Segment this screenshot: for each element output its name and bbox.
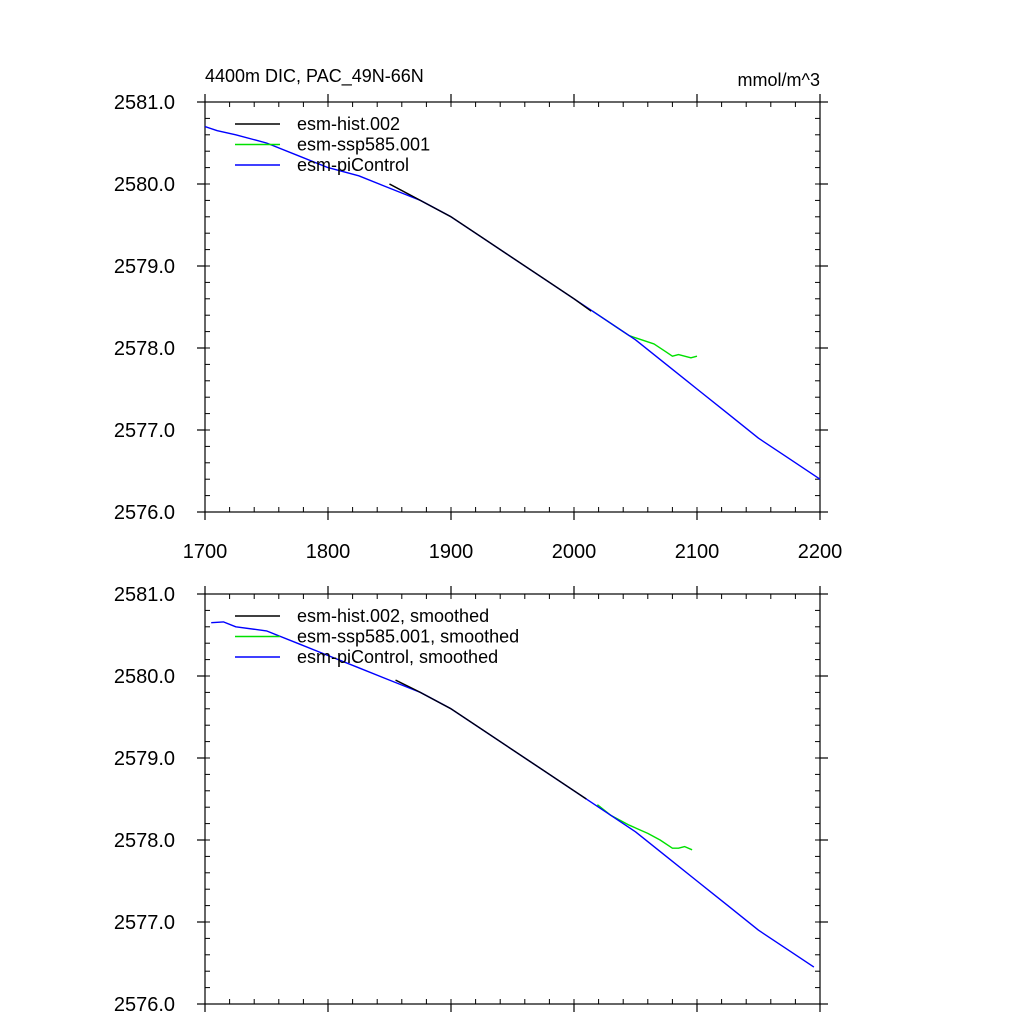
- series-line-1-overlay: [389, 183, 592, 312]
- y-tick-label: 2581.0: [114, 92, 175, 114]
- units-label: mmol/m^3: [738, 70, 820, 90]
- y-tick-label: 2580.0: [114, 174, 175, 196]
- y-tick-label: 2578.0: [114, 338, 175, 360]
- legend-label-1: esm-hist.002, smoothed: [297, 606, 489, 626]
- series-line-1: [395, 679, 587, 800]
- bottom-panel: 2576.0 2577.0 2578.0 2579.0 2580.0 2581.0 esm-…: [114, 584, 828, 1016]
- y-tick-label: 2578.0: [114, 830, 175, 852]
- y-tick-label: 2576.0: [114, 994, 175, 1016]
- x-tick-label: 1800: [306, 541, 351, 563]
- x-tick-label: 2100: [675, 541, 720, 563]
- x-tick-label: 1900: [429, 541, 474, 563]
- legend-label-2: esm-ssp585.001, smoothed: [297, 627, 519, 647]
- y-tick-label: 2581.0: [114, 584, 175, 606]
- legend-label-2: esm-ssp585.001: [297, 135, 430, 155]
- y-tick-label: 2580.0: [114, 666, 175, 688]
- series-line-1: [389, 183, 592, 312]
- series-line-3: [211, 621, 815, 968]
- legend-label-1: esm-hist.002: [297, 114, 400, 134]
- x-tick-label: 1700: [183, 541, 228, 563]
- series-line-2: [592, 310, 698, 359]
- y-tick-label: 2579.0: [114, 748, 175, 770]
- x-tick-label: 2000: [552, 541, 597, 563]
- chart-title: 4400m DIC, PAC_49N-66N: [205, 66, 424, 87]
- y-tick-label: 2579.0: [114, 256, 175, 278]
- top-panel: 4400m DIC, PAC_49N-66N mmol/m^3 2576.0 25…: [114, 66, 842, 563]
- y-tick-label: 2577.0: [114, 912, 175, 934]
- y-tick-label: 2576.0: [114, 502, 175, 524]
- series-line-1-overlay: [395, 679, 587, 800]
- x-tick-label: 2200: [798, 541, 843, 563]
- y-tick-label: 2577.0: [114, 420, 175, 442]
- legend-label-3: esm-piControl, smoothed: [297, 647, 498, 667]
- legend-label-3: esm-piControl: [297, 155, 409, 175]
- series-line-3: [204, 125, 821, 480]
- plot-frame: [204, 593, 821, 1005]
- series-line-2: [596, 804, 693, 851]
- plot-frame: [204, 101, 821, 513]
